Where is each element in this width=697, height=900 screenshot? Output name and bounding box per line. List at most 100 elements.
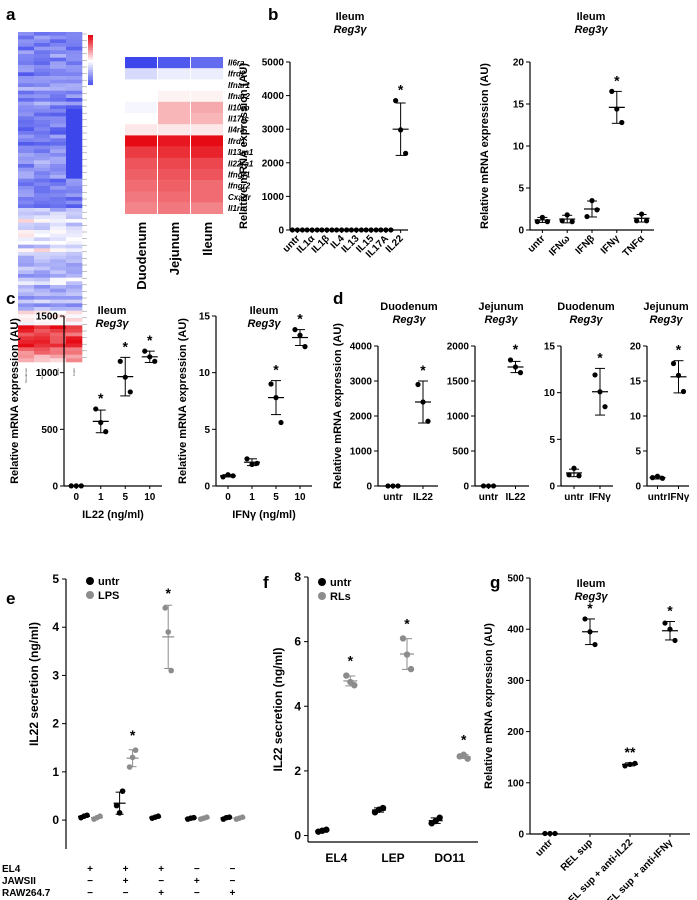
thumbnail-cell xyxy=(50,259,67,264)
heatmap-cell xyxy=(158,146,190,158)
thumbnail-cell xyxy=(66,219,83,223)
thumbnail-scale-cell xyxy=(88,47,93,51)
thumbnail-cell xyxy=(34,160,51,165)
data-point xyxy=(165,629,171,635)
thumbnail-cell xyxy=(34,164,51,168)
thumbnail-cell xyxy=(18,318,35,322)
thumbnail-cell xyxy=(18,171,35,176)
thumbnail-cell xyxy=(50,149,67,154)
y-axis-label: IL22 secretion (ng/ml) xyxy=(27,622,41,746)
thumbnail-column-label: Duodenum xyxy=(24,368,28,383)
data-point xyxy=(292,327,298,333)
heatmap-cell xyxy=(191,202,223,214)
row-label: Ifnar2 xyxy=(228,92,250,101)
thumbnail-cell xyxy=(50,340,67,344)
thumbnail-cell xyxy=(66,116,83,121)
thumbnail-cell xyxy=(66,186,83,190)
panel-label: c xyxy=(6,289,15,308)
thumbnail-cell xyxy=(50,211,67,216)
significance-star: * xyxy=(597,349,603,365)
condition-sign: + xyxy=(87,864,93,875)
thumbnail-cell xyxy=(66,226,83,231)
data-point xyxy=(103,429,109,435)
thumbnail-cell xyxy=(34,142,51,146)
thumbnail-cell xyxy=(50,233,67,238)
y-tick-label: 15 xyxy=(544,342,556,353)
thumbnail-cell xyxy=(50,226,67,231)
y-tick-label: 1500 xyxy=(36,312,59,323)
thumbnail-cell xyxy=(18,68,35,73)
thumbnail-cell xyxy=(34,189,51,194)
data-point xyxy=(348,227,354,233)
thumbnail-cell xyxy=(18,57,35,62)
thumbnail-cell xyxy=(34,332,51,337)
thumbnail-cell xyxy=(66,79,83,84)
thumbnail-cell xyxy=(50,156,67,161)
thumbnail-cell xyxy=(18,153,35,157)
thumbnail-cell xyxy=(66,32,83,36)
thumbnail-cell xyxy=(66,123,83,128)
data-point xyxy=(254,460,260,466)
thumbnail-cell xyxy=(18,39,35,44)
thumbnail-cell xyxy=(34,145,51,150)
heatmap-cell xyxy=(191,157,223,170)
chart-subtitle: Reg3γ xyxy=(247,318,281,330)
thumbnail-cell xyxy=(18,358,35,363)
data-point xyxy=(547,830,553,837)
thumbnail-cell xyxy=(34,358,51,363)
panel-label: a xyxy=(6,5,16,24)
data-point xyxy=(385,483,391,489)
data-point xyxy=(639,211,645,217)
thumbnail-cell xyxy=(18,116,35,121)
condition-sign: + xyxy=(158,864,164,875)
thumbnail-cell xyxy=(66,252,83,256)
condition-sign: − xyxy=(87,888,93,899)
thumbnail-cell xyxy=(18,310,35,315)
thumbnail-cell xyxy=(66,94,83,99)
y-tick-label: 3 xyxy=(52,668,59,682)
y-tick-label: 20 xyxy=(513,58,525,69)
significance-star: * xyxy=(98,390,104,406)
thumbnail-cell xyxy=(66,83,83,88)
thumbnail-cell xyxy=(34,263,51,267)
thumbnail-cell xyxy=(34,285,51,289)
thumbnail-scale-cell xyxy=(88,72,93,76)
x-axis-label: IL22 (ng/ml) xyxy=(82,509,144,521)
thumbnail-cell xyxy=(66,57,83,62)
thumbnail-cell xyxy=(18,347,35,352)
thumbnail-scale-cell xyxy=(88,37,93,41)
chart-title: Jejunum xyxy=(643,301,688,313)
thumbnail-cell xyxy=(18,219,35,223)
thumbnail-cell xyxy=(50,336,67,341)
thumbnail-cell xyxy=(18,222,35,227)
heatmap-cell xyxy=(191,180,223,192)
thumbnail-cell xyxy=(18,307,35,311)
row-label: Ifngr1 xyxy=(228,171,251,180)
x-tick-label: DO11 xyxy=(434,851,465,865)
thumbnail-cell xyxy=(18,270,35,275)
data-point xyxy=(323,826,330,833)
chart-title: Ileum xyxy=(98,305,127,317)
thumbnail-cell xyxy=(34,204,51,209)
thumbnail-cell xyxy=(34,105,51,110)
thumbnail-cell xyxy=(18,354,35,359)
data-point xyxy=(191,814,197,821)
thumbnail-cell xyxy=(34,248,51,253)
y-tick-label: 10 xyxy=(513,142,525,153)
thumbnail-cell xyxy=(34,336,51,341)
y-axis-label: Relative mRNA expression (AU) xyxy=(483,623,495,789)
thumbnail-cell xyxy=(34,281,51,286)
data-point xyxy=(142,348,148,354)
y-tick-label: 1000 xyxy=(350,447,373,458)
thumbnail-cell xyxy=(66,318,83,322)
thumbnail-cell xyxy=(18,186,35,190)
thumbnail-scale-cell xyxy=(88,57,93,61)
thumbnail-cell xyxy=(66,131,83,135)
thumbnail-cell xyxy=(34,61,51,66)
chart-title: Duodenum xyxy=(557,301,615,313)
thumbnail-cell xyxy=(34,274,51,278)
y-tick-label: 5 xyxy=(549,435,555,446)
data-point xyxy=(619,119,625,126)
data-point xyxy=(571,465,577,471)
